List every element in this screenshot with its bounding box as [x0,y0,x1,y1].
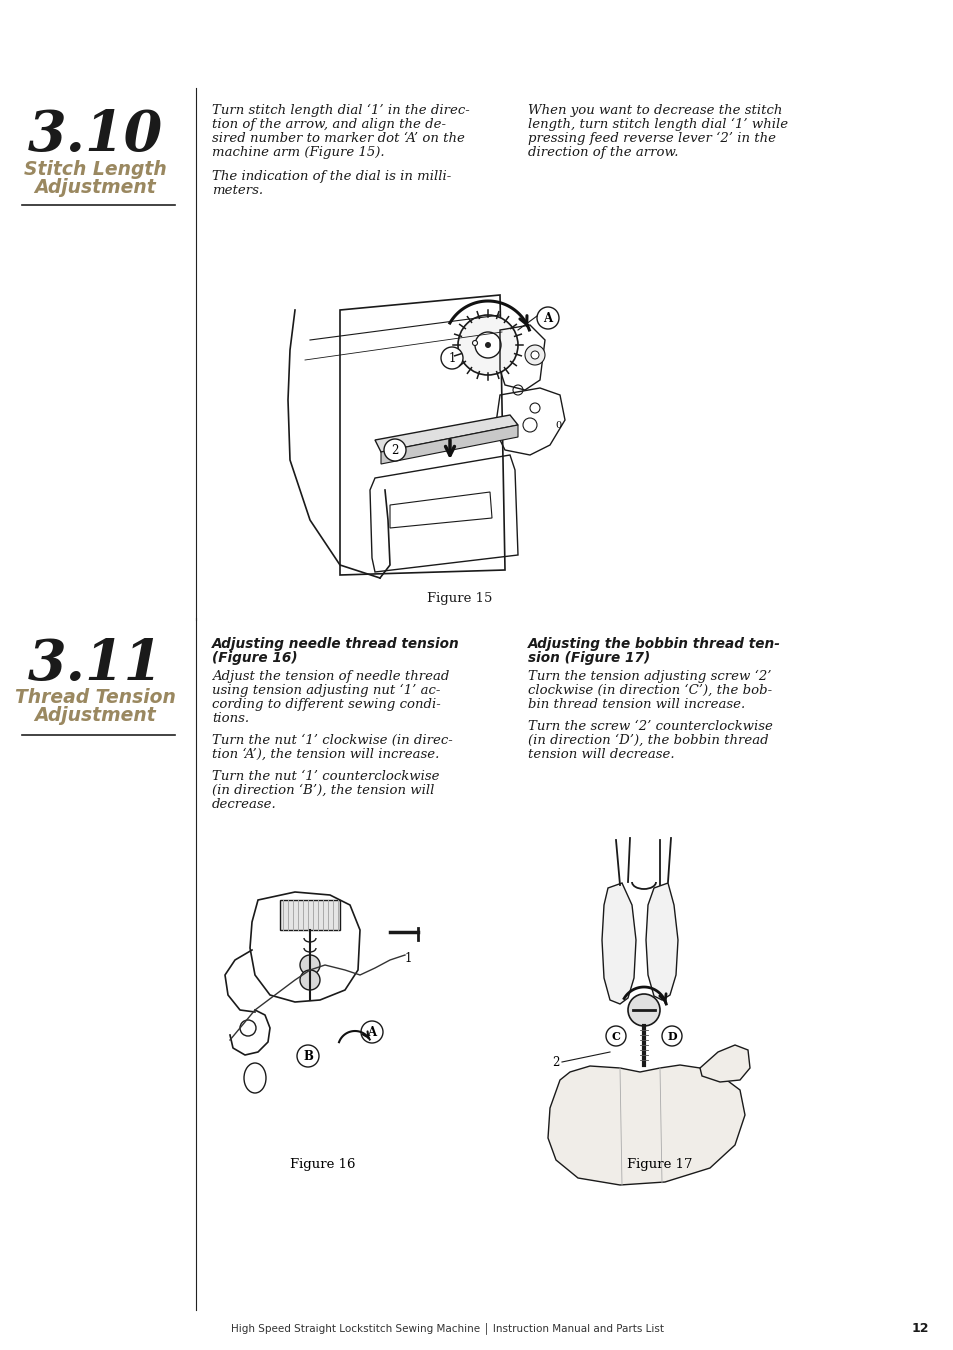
Text: 1: 1 [404,952,412,964]
Text: Adjustment: Adjustment [34,178,155,197]
Text: tension will decrease.: tension will decrease. [527,748,674,761]
Text: When you want to decrease the stitch: When you want to decrease the stitch [527,104,781,117]
Text: B: B [303,1049,313,1062]
Text: Adjusting needle thread tension: Adjusting needle thread tension [212,637,459,651]
Circle shape [661,1026,681,1046]
Text: cording to different sewing condi-: cording to different sewing condi- [212,698,440,711]
Text: C: C [611,1030,619,1041]
Circle shape [299,954,319,975]
Circle shape [605,1026,625,1046]
Circle shape [475,332,500,358]
Text: Turn the nut ‘1’ counterclockwise: Turn the nut ‘1’ counterclockwise [212,769,439,783]
Text: Turn the nut ‘1’ clockwise (in direc-: Turn the nut ‘1’ clockwise (in direc- [212,734,453,747]
Text: (Figure 16): (Figure 16) [212,651,297,666]
Text: Turn stitch length dial ‘1’ in the direc-: Turn stitch length dial ‘1’ in the direc… [212,104,469,117]
Text: A: A [367,1026,376,1038]
Text: 2: 2 [391,444,398,456]
Text: 0: 0 [555,420,560,429]
Circle shape [440,347,462,369]
Text: tion ‘A’), the tension will increase.: tion ‘A’), the tension will increase. [212,748,439,761]
Polygon shape [645,883,678,1000]
Text: The indication of the dial is in milli-: The indication of the dial is in milli- [212,170,451,184]
Polygon shape [547,1065,744,1185]
Text: 3.11: 3.11 [28,637,162,693]
Text: bin thread tension will increase.: bin thread tension will increase. [527,698,744,711]
Text: Adjusting the bobbin thread ten-: Adjusting the bobbin thread ten- [527,637,781,651]
Circle shape [537,306,558,329]
Text: pressing feed reverse lever ‘2’ in the: pressing feed reverse lever ‘2’ in the [527,132,775,146]
Text: A: A [543,312,552,324]
Text: Figure 16: Figure 16 [290,1158,355,1170]
Text: sired number to marker dot ‘A’ on the: sired number to marker dot ‘A’ on the [212,132,464,144]
Text: 12: 12 [911,1322,928,1335]
Text: Figure 15: Figure 15 [427,593,492,605]
Text: sion (Figure 17): sion (Figure 17) [527,651,650,666]
Text: length, turn stitch length dial ‘1’ while: length, turn stitch length dial ‘1’ whil… [527,117,787,131]
Text: clockwise (in direction ‘C’), the bob-: clockwise (in direction ‘C’), the bob- [527,684,771,697]
Polygon shape [700,1045,749,1081]
Text: Figure 17: Figure 17 [626,1158,692,1170]
Text: Turn the screw ‘2’ counterclockwise: Turn the screw ‘2’ counterclockwise [527,720,772,733]
Text: Adjustment: Adjustment [34,706,155,725]
Text: Thread Tension: Thread Tension [14,688,175,707]
Circle shape [472,340,477,346]
Text: (in direction ‘B’), the tension will: (in direction ‘B’), the tension will [212,784,434,796]
Text: Stitch Length: Stitch Length [24,161,166,180]
Text: decrease.: decrease. [212,798,276,811]
Polygon shape [601,883,636,1004]
Circle shape [360,1021,382,1044]
Polygon shape [280,900,339,930]
Text: Turn the tension adjusting screw ‘2’: Turn the tension adjusting screw ‘2’ [527,670,771,683]
Text: 2: 2 [552,1056,559,1068]
Text: direction of the arrow.: direction of the arrow. [527,146,678,159]
Text: machine arm (Figure 15).: machine arm (Figure 15). [212,146,384,159]
Circle shape [457,315,517,375]
Text: 3.10: 3.10 [28,108,162,163]
Circle shape [384,439,406,460]
Text: High Speed Straight Lockstitch Sewing Machine │ Instruction Manual and Parts Lis: High Speed Straight Lockstitch Sewing Ma… [232,1322,664,1334]
Circle shape [484,342,491,348]
Circle shape [524,346,544,365]
Text: (in direction ‘D’), the bobbin thread: (in direction ‘D’), the bobbin thread [527,734,768,747]
Polygon shape [380,425,517,464]
Circle shape [296,1045,318,1066]
Text: D: D [666,1030,676,1041]
Text: Adjust the tension of needle thread: Adjust the tension of needle thread [212,670,449,683]
Text: using tension adjusting nut ‘1’ ac-: using tension adjusting nut ‘1’ ac- [212,684,440,697]
Text: tion of the arrow, and align the de-: tion of the arrow, and align the de- [212,117,446,131]
Circle shape [299,971,319,990]
Text: 1: 1 [448,351,456,364]
Circle shape [627,994,659,1026]
Text: meters.: meters. [212,184,263,197]
Circle shape [531,351,538,359]
Polygon shape [375,414,517,452]
Text: tions.: tions. [212,711,249,725]
